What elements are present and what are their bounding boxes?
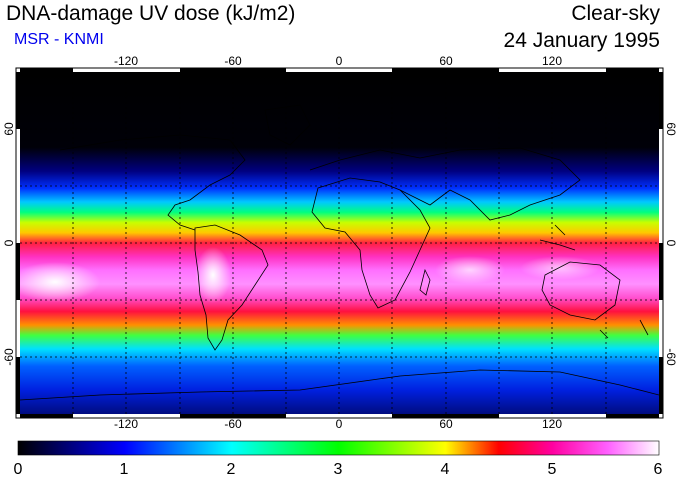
lon-label-bottom: 0 [336,417,343,431]
coastlines [20,104,659,401]
lon-label-bottom: -60 [224,417,242,431]
lon-label-top: 120 [542,54,562,68]
colorbar-label: 0 [14,461,23,478]
lat-label-left: 0 [2,239,16,246]
sky-condition: Clear-sky [571,2,660,25]
lat-label-right: 0 [664,240,678,247]
lat-label-right: 60 [664,122,678,136]
lon-label-top: 0 [336,54,343,68]
colorbar-label: 3 [334,461,343,478]
map-title: DNA-damage UV dose (kJ/m2) [6,2,296,25]
lat-label-left: -60 [2,348,16,366]
map-date: 24 January 1995 [503,29,660,52]
colorbar-label: 4 [441,461,450,478]
lat-label-right: -60 [664,348,678,366]
lon-label-top: -120 [114,54,138,68]
colorbar-label: 2 [227,461,236,478]
graticule [20,72,659,414]
colorbar-label: 6 [654,461,663,478]
lon-label-bottom: 60 [439,417,453,431]
lon-label-top: 60 [439,54,453,68]
map-source: MSR - KNMI [14,31,104,48]
colorbar-label: 1 [120,461,129,478]
lon-label-bottom: 120 [542,417,562,431]
colorbar-gradient [17,440,660,456]
colorbar-label: 5 [548,461,557,478]
map-frame [15,67,664,419]
lon-label-bottom: -120 [114,417,138,431]
lon-label-top: -60 [224,54,242,68]
lat-label-left: 60 [2,122,16,136]
